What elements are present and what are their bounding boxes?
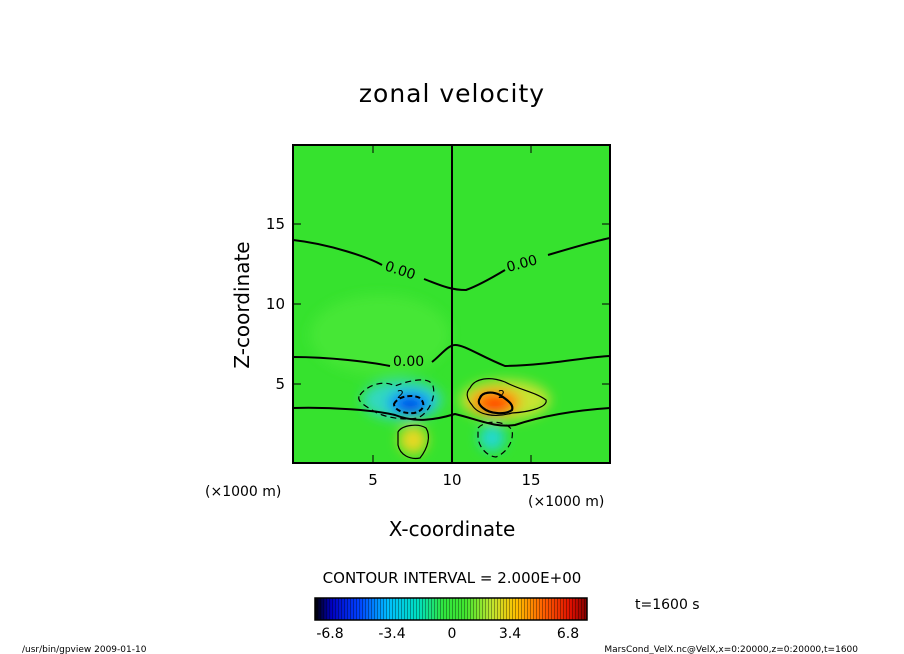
positive-core-inner (481, 398, 509, 412)
x-tick-label: 10 (442, 471, 461, 489)
colorbar: -6.8 -3.4 0 3.4 6.8 (314, 597, 588, 642)
contour-positive-6 (477, 391, 514, 415)
y-axis-label: Z-coordinate (230, 241, 254, 368)
y-unit-label: (×1000 m) (205, 484, 281, 500)
colorbar-tick-label: 6.8 (557, 626, 579, 642)
chart-title: zonal velocity (359, 79, 545, 108)
x-tick-label: 15 (521, 471, 540, 489)
contour-interval-label: CONTOUR INTERVAL = 2.000E+00 (323, 569, 582, 587)
x-tick-label: 5 (368, 471, 378, 489)
tick-marks (293, 145, 610, 463)
colorbar-tick-label: 3.4 (499, 626, 521, 642)
x-tick-labels: 5 10 15 (368, 471, 540, 489)
colorbar-tick-label: 0 (448, 626, 457, 642)
y-tick-label: 10 (266, 295, 285, 313)
contour-positive-2 (466, 378, 547, 416)
colorbar-frame (314, 597, 588, 621)
plot-area: 0.00 0.00 0.00 2 2 (293, 145, 610, 463)
x-axis-label: X-coordinate (389, 517, 516, 541)
contour-zero-middle (293, 343, 610, 368)
colorbar-tick-label: -3.4 (378, 626, 405, 642)
lower-negative-blob (479, 425, 505, 451)
contour-zero-upper (293, 237, 610, 292)
y-tick-label: 5 (275, 375, 285, 393)
contour-zero-lower (293, 406, 610, 427)
y-tick-labels: 5 10 15 (266, 215, 285, 393)
footer-right: MarsCond_VelX.nc@VelX,x=0:20000,z=0:2000… (604, 645, 858, 654)
y-tick-label: 15 (266, 215, 285, 233)
contour-label: 0.00 (393, 354, 424, 370)
time-label: t=1600 s (635, 597, 700, 613)
contour-lines (293, 145, 610, 463)
contour-label: 0.00 (505, 252, 539, 276)
footer-left: /usr/bin/gpview 2009-01-10 (22, 645, 147, 654)
contour-lower-positive (397, 424, 430, 460)
light-band (310, 295, 450, 375)
contour-lower-negative (477, 421, 513, 458)
negative-core-inner (398, 398, 422, 412)
x-unit-label: (×1000 m) (528, 494, 604, 510)
colorbar-tick-label: -6.8 (316, 626, 343, 642)
colorbar-stripes (315, 598, 587, 620)
contour-label: 2 (397, 388, 404, 401)
contour-label: 2 (498, 388, 505, 401)
lower-positive-blob (399, 426, 427, 454)
